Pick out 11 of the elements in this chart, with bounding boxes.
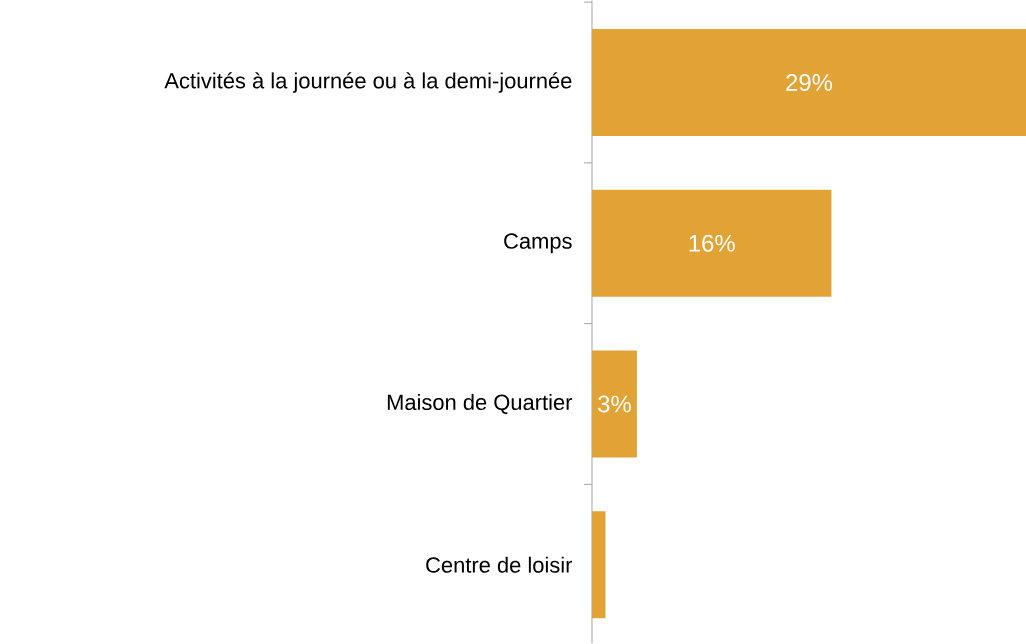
bar bbox=[592, 189, 832, 297]
bar bbox=[592, 29, 1026, 136]
data-label: 3% bbox=[598, 395, 631, 413]
bar bbox=[592, 350, 637, 458]
y-tick-label: Maison de Quartier bbox=[387, 393, 573, 414]
y-tick-label: Camps bbox=[504, 233, 572, 254]
data-label: 16% bbox=[689, 234, 735, 252]
y-tick-label: Centre de loisir bbox=[426, 556, 573, 573]
bar bbox=[592, 511, 606, 619]
data-label: 29% bbox=[786, 74, 833, 91]
y-tick-label: Activités à la journée ou à la demi-journée bbox=[164, 72, 572, 93]
